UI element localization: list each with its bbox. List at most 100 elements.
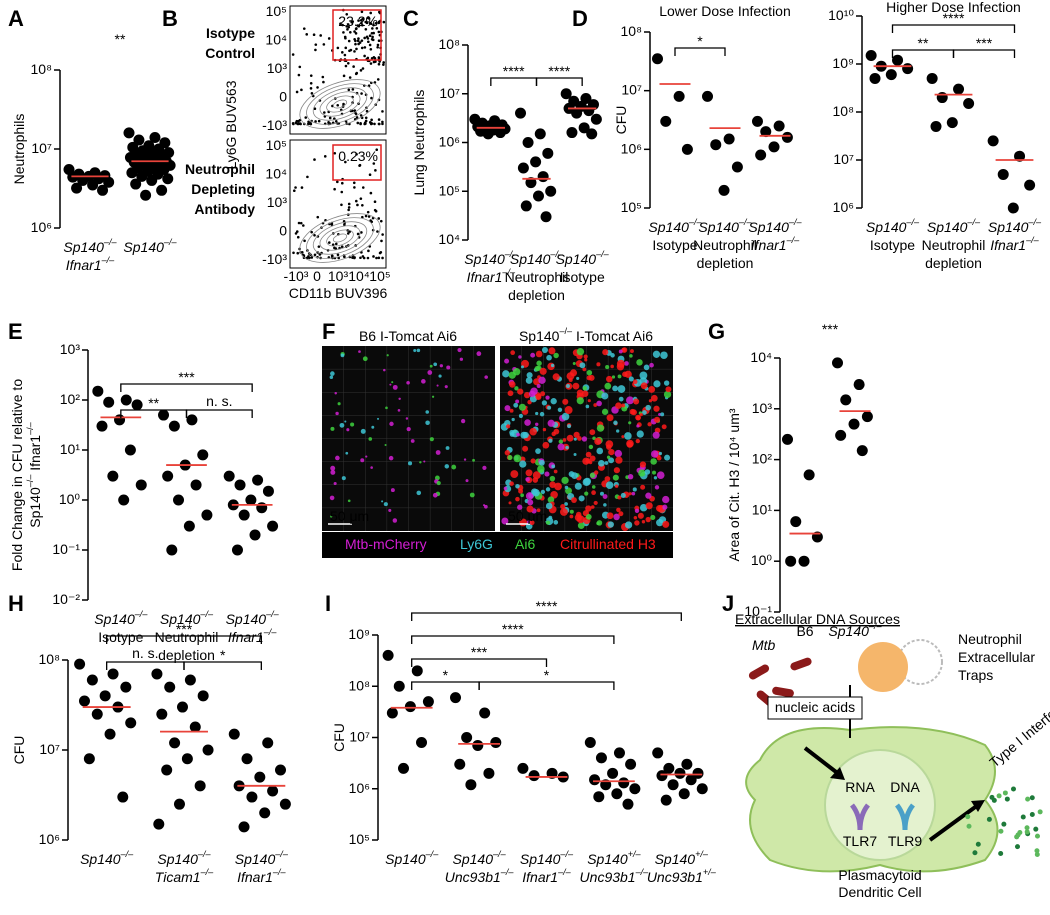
signal	[594, 437, 602, 446]
data-point	[856, 445, 868, 457]
y-tick-label: 10⁴	[750, 349, 772, 365]
data-point	[892, 54, 904, 66]
plot-label: Neutrophil	[185, 161, 255, 177]
flow-event	[376, 230, 379, 233]
x-tick-label: Sp140–/–	[80, 849, 134, 866]
interferon	[1034, 833, 1040, 839]
data-point	[169, 737, 181, 749]
flow-event	[363, 36, 366, 40]
panel-letter: H	[8, 591, 24, 616]
interferon	[1033, 826, 1039, 832]
interferon	[1017, 829, 1023, 835]
flow-event	[294, 186, 297, 189]
signal	[608, 457, 615, 464]
data-point	[238, 821, 250, 833]
signal	[330, 469, 336, 475]
signal	[538, 376, 546, 385]
signal	[635, 438, 640, 444]
y-tick-label: 10²	[60, 391, 81, 407]
signal	[346, 428, 350, 432]
data-point	[618, 777, 630, 789]
data-point	[107, 668, 119, 680]
y-tick-label: 10⁸	[621, 23, 643, 39]
flow-event	[298, 65, 302, 69]
flow-event	[375, 148, 379, 152]
flow-event	[295, 90, 299, 94]
flow-event	[376, 43, 380, 47]
flow-event	[360, 231, 363, 234]
flow-event	[304, 116, 308, 119]
signal	[333, 481, 337, 486]
interferon	[975, 841, 981, 847]
data-point	[245, 494, 257, 506]
data-point	[613, 747, 625, 759]
data-point	[987, 135, 999, 147]
data-point	[522, 137, 534, 148]
signal	[643, 364, 650, 371]
flow-event	[363, 122, 367, 126]
data-point	[515, 107, 527, 119]
flow-event	[360, 46, 364, 50]
interferon	[986, 816, 992, 822]
signal	[612, 385, 619, 392]
y-axis-label: Neutrophils	[11, 114, 27, 185]
flow-event	[370, 118, 373, 122]
y-axis-label: Lung Neutrophils	[411, 90, 427, 196]
signal	[560, 504, 566, 510]
significance-label: *	[220, 647, 226, 663]
signal	[661, 424, 667, 430]
flow-event	[367, 215, 371, 218]
signal	[635, 414, 641, 421]
flow-event	[340, 181, 344, 185]
flow-event	[377, 62, 381, 66]
flow-event	[353, 186, 356, 189]
x-tick-label: Unc93b1–/–	[580, 867, 650, 884]
signal	[540, 391, 546, 397]
interferon	[1034, 852, 1040, 858]
data-point	[534, 128, 546, 140]
signal	[535, 350, 543, 358]
significance-bracket	[674, 47, 726, 56]
data-point	[162, 470, 174, 482]
data-point	[542, 147, 554, 159]
x-tick-label: Sp140+/–	[655, 849, 709, 866]
signal	[591, 490, 596, 496]
x-tick-label: Neutrophil	[505, 269, 569, 285]
plot-label: Depleting	[191, 181, 255, 197]
data-point	[532, 190, 544, 202]
signal	[660, 412, 665, 417]
y-tick-label: 10⁶	[349, 779, 370, 795]
signal	[542, 441, 550, 449]
y-tick-label: 10⁶	[31, 219, 52, 235]
signal	[525, 492, 534, 500]
data-point	[183, 520, 195, 532]
signal	[574, 482, 582, 490]
signal	[621, 403, 626, 408]
y-tick-label: 10⁵	[349, 831, 370, 847]
flow-event	[356, 232, 360, 236]
flow-event	[354, 39, 357, 43]
data-point	[86, 674, 98, 686]
y-tick-label: 10⁸	[31, 61, 53, 77]
significance-label: *	[697, 33, 703, 49]
signal	[539, 459, 545, 466]
interferon	[1029, 795, 1035, 801]
y-tick-label: 10⁻²	[52, 591, 80, 607]
signal	[612, 474, 619, 481]
signal	[606, 455, 611, 460]
x-tick-label: Ifnar1–/–	[66, 255, 115, 272]
flow-event	[360, 92, 363, 95]
flow-event	[322, 80, 325, 84]
signal	[581, 436, 588, 442]
interferon	[1025, 796, 1031, 802]
flow-event	[342, 74, 346, 78]
signal	[536, 383, 541, 388]
flow-event	[343, 53, 347, 57]
data-point	[584, 736, 596, 748]
signal	[425, 420, 430, 426]
y-tick-label: -10³	[262, 251, 287, 267]
flow-event	[375, 256, 378, 260]
signal	[438, 374, 442, 378]
signal	[613, 513, 620, 521]
